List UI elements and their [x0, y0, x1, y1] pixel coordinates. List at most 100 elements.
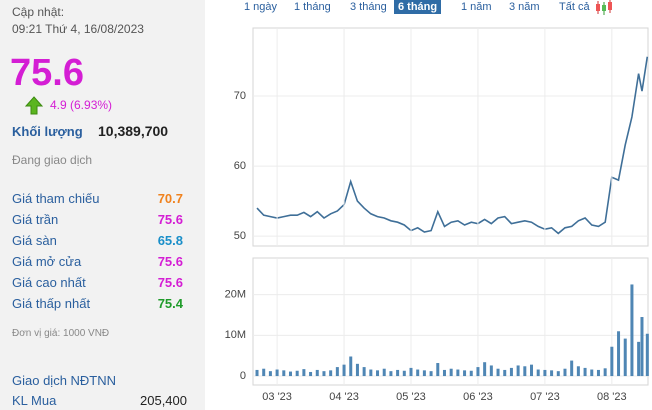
volume-bar [436, 363, 440, 377]
volume-bar [550, 370, 554, 377]
range-tab[interactable]: 1 năm [461, 1, 492, 13]
candle-icon[interactable] [594, 0, 614, 18]
row-value: 75.6 [157, 212, 183, 227]
timestamp: 09:21 Thứ 4, 16/08/2023 [12, 22, 144, 36]
y-tick-label: 0 [240, 370, 246, 382]
volume-bar [315, 369, 319, 377]
volume-bar [389, 371, 393, 377]
range-tab[interactable]: 1 ngày [244, 1, 278, 13]
y-tick-label: 70 [234, 90, 246, 102]
volume-bar [596, 369, 600, 377]
x-tick-label: 03 '23 [262, 391, 292, 403]
x-tick-label: 07 '23 [530, 391, 560, 403]
volume-bar [409, 367, 413, 377]
row-label: Giá tham chiếu [12, 191, 100, 206]
value: 205,400 [140, 393, 187, 408]
label: KL Mua [12, 393, 57, 408]
volume-bar [429, 371, 433, 377]
volume-bar [255, 369, 259, 377]
row-label: Giá sàn [12, 233, 57, 248]
volume-bar [302, 369, 306, 377]
volume-bar [623, 338, 627, 377]
row-label: Giá cao nhất [12, 275, 86, 290]
volume-bar [322, 371, 326, 377]
volume-bar [376, 370, 380, 377]
quote-panel: Cập nhật: 09:21 Thứ 4, 16/08/2023 75.6 4… [0, 0, 205, 410]
volume-bar [523, 366, 527, 377]
volume-bar [329, 370, 333, 377]
y-tick-label: 20M [225, 289, 246, 301]
y-tick-label: 60 [234, 160, 246, 172]
label: Khối lượng [12, 124, 83, 139]
range-tab[interactable]: 1 tháng [294, 1, 331, 13]
volume-bar [530, 364, 534, 377]
volume-bar [570, 360, 574, 377]
volume-bar [637, 341, 641, 377]
volume-bar [556, 371, 560, 377]
volume-bar [442, 369, 446, 377]
unit-note: Đơn vị giá: 1000 VNĐ [12, 328, 110, 339]
range-tab[interactable]: Tất cả [559, 1, 590, 13]
volume-bar [335, 367, 339, 377]
volume-bar [509, 367, 513, 377]
volume-bar [603, 368, 607, 377]
volume-bar [483, 362, 487, 377]
volume-bar [536, 369, 540, 377]
volume-bar [469, 370, 473, 377]
volume-bar [422, 370, 426, 377]
range-tab[interactable]: 3 năm [509, 1, 540, 13]
volume-bar [295, 370, 299, 377]
volume-bar [282, 370, 286, 377]
volume-bar [355, 363, 359, 377]
volume-bar [369, 369, 373, 377]
range-tab[interactable]: 3 tháng [350, 1, 387, 13]
volume-bar [268, 371, 272, 377]
volume-bar [590, 369, 594, 377]
row-value: 75.6 [157, 254, 183, 269]
range-tab[interactable]: 6 tháng [394, 0, 442, 14]
price-line [256, 56, 649, 235]
volume-bar [288, 371, 292, 377]
y-tick-label: 50 [234, 230, 246, 242]
x-tick-label: 04 '23 [329, 391, 359, 403]
row-value: 65.8 [157, 233, 183, 248]
volume-bar [543, 369, 547, 377]
volume-bar [503, 369, 507, 377]
volume-bar [630, 284, 634, 377]
volume-bar [342, 364, 346, 377]
volume-bar [349, 356, 353, 377]
x-tick-label: 08 '23 [597, 391, 627, 403]
volume-bar [476, 367, 480, 377]
change: 4.9 (6.93%) [50, 98, 113, 112]
row-label: Giá thấp nhất [12, 296, 91, 311]
plot-area [252, 27, 649, 247]
volume-bar [449, 368, 453, 377]
volume-bar [583, 367, 587, 377]
up-arrow [24, 96, 44, 115]
plot-area [252, 257, 649, 386]
x-tick-label: 06 '23 [463, 391, 493, 403]
volume-bar [640, 317, 644, 377]
volume-bar [463, 370, 467, 377]
volume-bar [275, 369, 279, 377]
y-tick-label: 10M [225, 329, 246, 341]
row-value: 70.7 [157, 191, 183, 206]
volume-bar [262, 368, 266, 377]
volume-bar [610, 346, 614, 377]
row-label: Giá mở cửa [12, 254, 82, 269]
volume-bar [396, 369, 400, 377]
x-tick-label: 05 '23 [396, 391, 426, 403]
volume: 10,389,700 [98, 123, 169, 139]
label: Giao dịch NĐTNN [12, 373, 117, 388]
volume-bar [382, 368, 386, 377]
volume-bar [362, 367, 366, 377]
volume-bar [489, 365, 493, 377]
volume-bar [516, 365, 520, 377]
row-value: 75.4 [157, 296, 183, 311]
volume-bar [309, 371, 313, 377]
volume-bar [496, 368, 500, 377]
price: 75.6 [10, 52, 84, 94]
volume-bar [645, 333, 649, 377]
volume-bar [456, 369, 460, 377]
